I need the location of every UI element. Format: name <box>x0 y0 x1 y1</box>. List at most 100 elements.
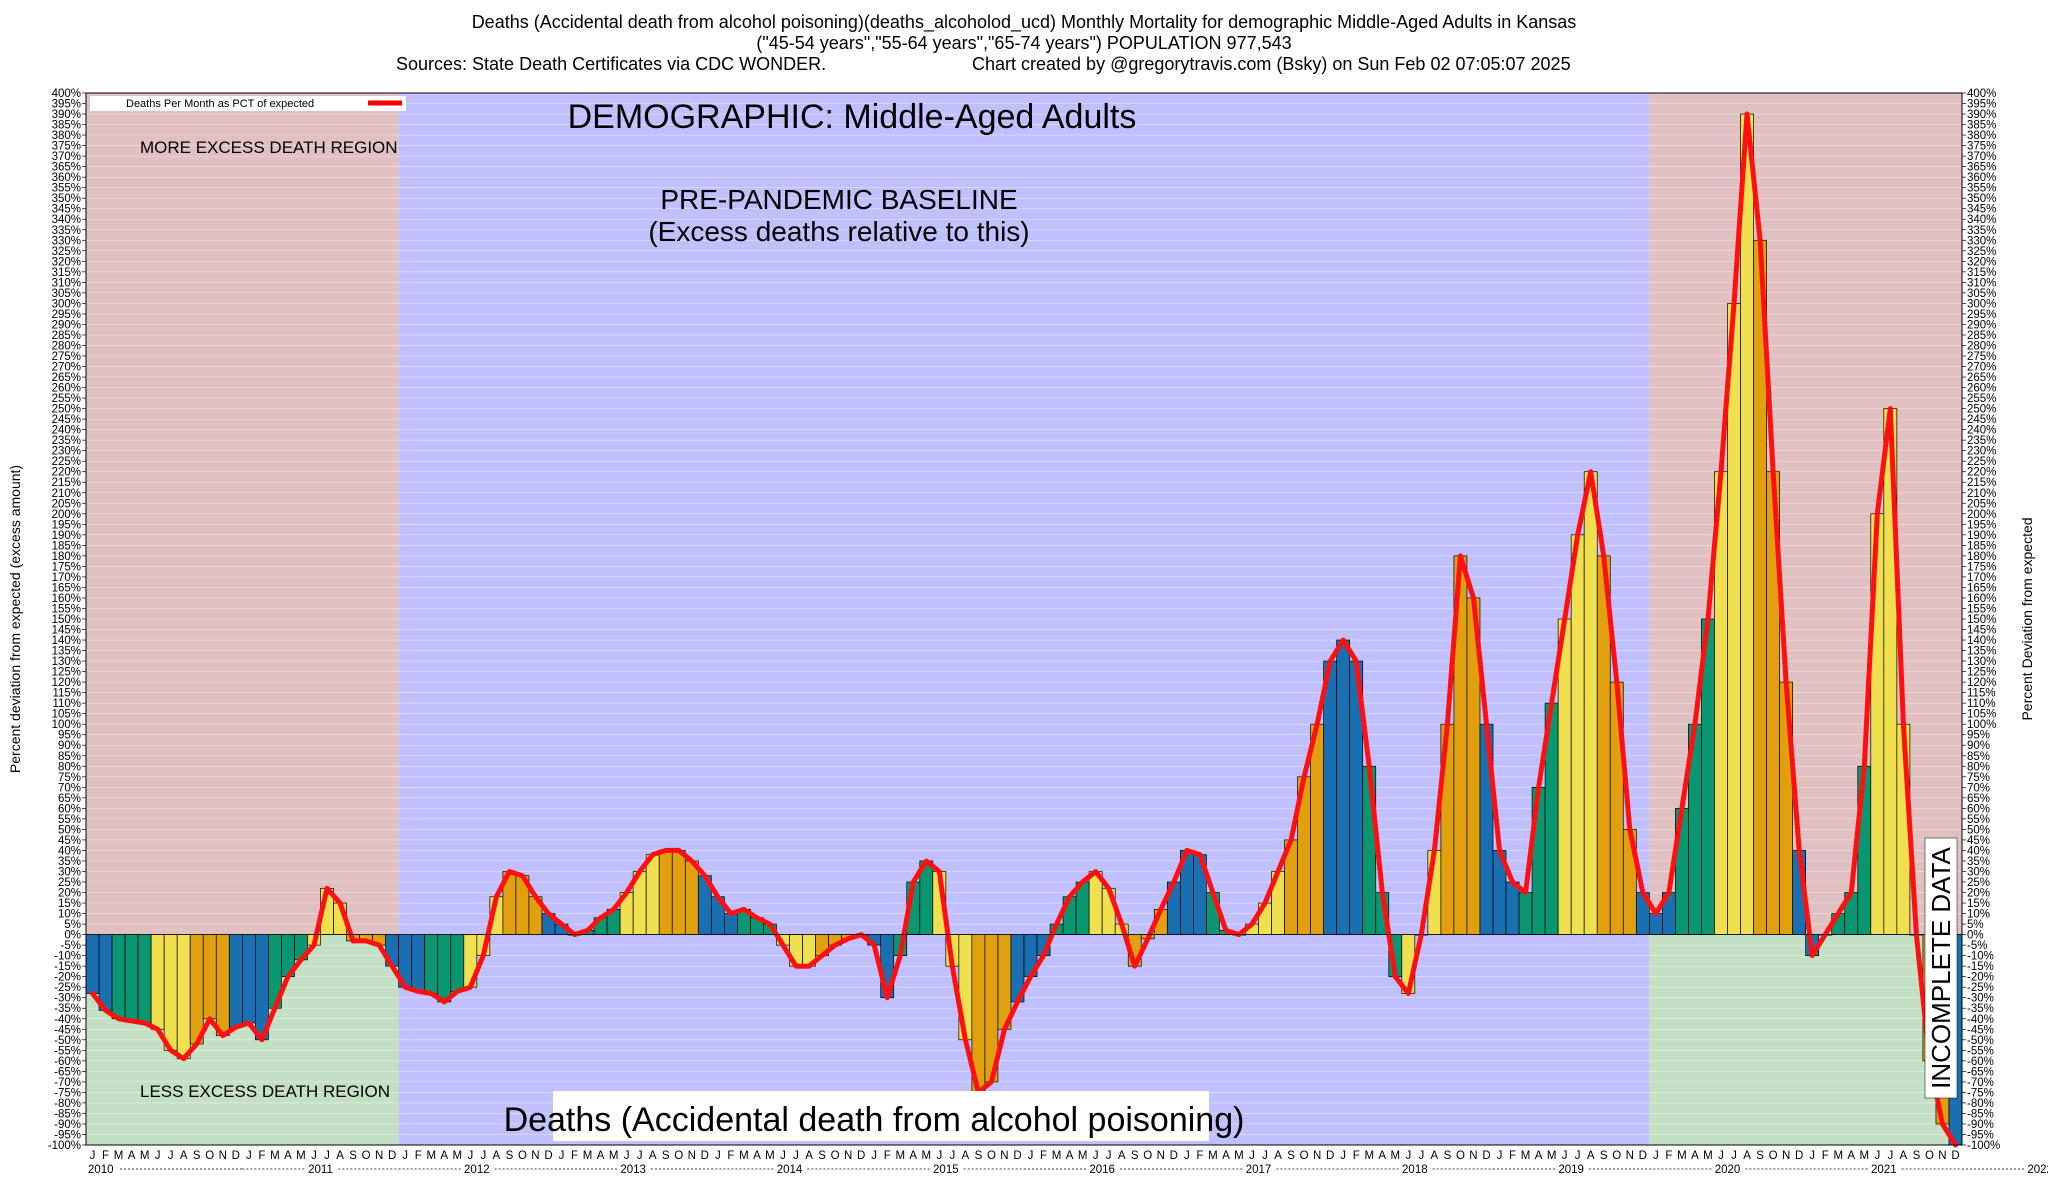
y-tick-label: -95% <box>54 1129 81 1141</box>
y-tick-label: 400% <box>52 88 81 100</box>
y-tick-label: 20% <box>58 888 81 900</box>
bar <box>684 860 699 935</box>
less-excess-label: LESS EXCESS DEATH REGION <box>140 1082 390 1101</box>
y-tick-label: 95% <box>58 730 81 742</box>
bar <box>1518 892 1533 935</box>
y-tick-label: 105% <box>52 709 81 721</box>
x-tick-month: M <box>1078 1150 1088 1162</box>
x-tick-month: S <box>1756 1150 1764 1162</box>
x-tick-month: S <box>1287 1150 1295 1162</box>
x-tick-month: N <box>1000 1150 1008 1162</box>
bar <box>1310 723 1324 935</box>
y-tick-label-right: 250% <box>1967 404 1996 416</box>
x-tick-year: 2022 <box>2027 1164 2048 1176</box>
bar <box>1505 881 1520 935</box>
x-tick-month: A <box>1118 1150 1126 1162</box>
y-tick-label: 280% <box>52 340 81 352</box>
x-tick-month: A <box>1900 1150 1908 1162</box>
x-tick-month: S <box>349 1150 357 1162</box>
x-tick-month: S <box>1444 1150 1452 1162</box>
y-tick-label: 300% <box>52 298 81 310</box>
y-tick-label-right: -90% <box>1967 1119 1994 1131</box>
y-tick-label: 360% <box>52 172 81 184</box>
bar <box>111 934 126 1020</box>
y-tick-label-right: 65% <box>1967 793 1990 805</box>
y-tick-label: 175% <box>52 561 81 573</box>
y-tick-label: 90% <box>58 740 81 752</box>
y-tick-label-right: -50% <box>1967 1035 1994 1047</box>
x-tick-month: J <box>1249 1150 1255 1162</box>
y-tick-label-right: 160% <box>1967 593 1996 605</box>
y-tick-label-right: 165% <box>1967 582 1996 594</box>
bar <box>176 934 191 1060</box>
y-tick-label-right: 80% <box>1967 761 1990 773</box>
y-tick-label: 350% <box>52 193 81 205</box>
y-tick-label: 315% <box>52 267 81 279</box>
x-year-mask <box>460 1163 493 1176</box>
x-tick-month: M <box>583 1150 593 1162</box>
bar <box>1557 618 1572 935</box>
y-tick-label: -75% <box>54 1087 81 1099</box>
x-year-mask <box>304 1163 337 1176</box>
y-axis-label-right: Percent Deviation from expected <box>2019 517 2035 720</box>
x-tick-month: D <box>857 1150 865 1162</box>
legend-label: Deaths Per Month as PCT of expected <box>126 98 314 110</box>
x-tick-month: A <box>180 1150 188 1162</box>
x-tick-month: F <box>1665 1150 1672 1162</box>
y-tick-label: 65% <box>58 793 81 805</box>
x-tick-month: D <box>701 1150 709 1162</box>
bar <box>671 850 686 935</box>
y-tick-label-right: -60% <box>1967 1056 1994 1068</box>
y-tick-label: 25% <box>58 877 81 889</box>
y-tick-label: 180% <box>52 551 81 563</box>
y-tick-label-right: 290% <box>1967 319 1996 331</box>
x-tick-month: J <box>311 1150 317 1162</box>
bar <box>658 850 673 935</box>
y-tick-label: 395% <box>52 99 81 111</box>
chart-title-line2: ("45-54 years","55-64 years","65-74 year… <box>756 33 1292 53</box>
x-tick-month: M <box>609 1150 619 1162</box>
y-tick-label: 365% <box>52 162 81 174</box>
y-tick-label: -5% <box>61 940 81 952</box>
x-year-mask <box>1242 1163 1275 1176</box>
bar <box>1323 660 1338 935</box>
y-tick-label-right: 350% <box>1967 193 1996 205</box>
y-tick-label-right: -80% <box>1967 1098 1994 1110</box>
footer-title: Deaths (Accidental death from alcohol po… <box>504 1101 1245 1139</box>
x-tick-month: J <box>637 1150 643 1162</box>
x-tick-month: D <box>1013 1150 1021 1162</box>
x-tick-month: M <box>921 1150 931 1162</box>
x-tick-month: F <box>884 1150 891 1162</box>
bar <box>1648 913 1663 935</box>
x-tick-month: O <box>1925 1150 1934 1162</box>
x-tick-month: M <box>1703 1150 1713 1162</box>
y-tick-label-right: 400% <box>1967 88 1996 100</box>
y-tick-label: 275% <box>52 351 81 363</box>
bar <box>450 934 465 992</box>
y-tick-label-right: 335% <box>1967 225 1996 237</box>
y-tick-label-right: 365% <box>1967 162 1996 174</box>
more-excess-label: MORE EXCESS DEATH REGION <box>140 138 398 157</box>
y-tick-label: -45% <box>54 1024 81 1036</box>
y-tick-label: 250% <box>52 404 81 416</box>
x-tick-month: O <box>674 1150 683 1162</box>
y-tick-label-right: 90% <box>1967 740 1990 752</box>
x-tick-month: J <box>1562 1150 1568 1162</box>
x-tick-month: A <box>440 1150 448 1162</box>
y-tick-label: 355% <box>52 183 81 195</box>
x-tick-month: F <box>1509 1150 1516 1162</box>
bar <box>645 854 660 935</box>
y-tick-label: 345% <box>52 204 81 216</box>
x-tick-month: M <box>296 1150 306 1162</box>
x-tick-month: N <box>531 1150 539 1162</box>
x-tick-month: J <box>1497 1150 1503 1162</box>
x-tick-month: F <box>1353 1150 1360 1162</box>
x-tick-month: A <box>753 1150 761 1162</box>
x-tick-month: S <box>506 1150 514 1162</box>
x-tick-month: J <box>168 1150 174 1162</box>
x-tick-month: J <box>1809 1150 1815 1162</box>
y-tick-label-right: 280% <box>1967 340 1996 352</box>
y-tick-label: -65% <box>54 1066 81 1078</box>
y-tick-label: 225% <box>52 456 81 468</box>
demographic-title: DEMOGRAPHIC: Middle-Aged Adults <box>568 98 1137 136</box>
